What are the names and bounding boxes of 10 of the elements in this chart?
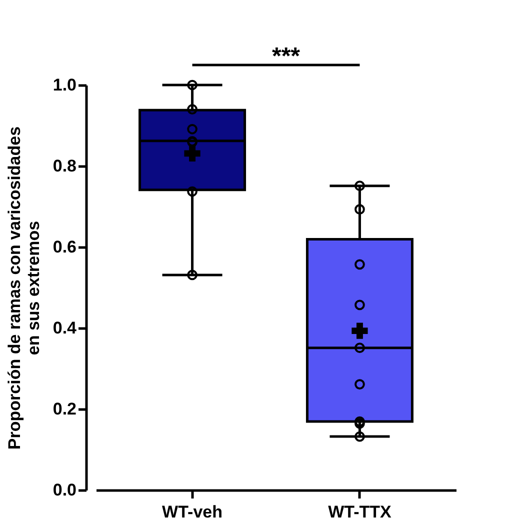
- y-tick-label: 0.6: [52, 238, 76, 256]
- x-tick-label: WT-TTX: [328, 502, 392, 521]
- text: ***: [272, 43, 301, 70]
- y-axis-title: Proporción de ramas con varicosidades en sus extremos: [4, 126, 43, 450]
- y-tick-label: 0.2: [52, 400, 76, 418]
- y-tick-label: 0.0: [52, 480, 76, 500]
- x-tick-label: WT-veh: [162, 502, 223, 521]
- y-tick-label: 1.0: [52, 76, 76, 94]
- y-tick-label: 0.8: [52, 156, 76, 176]
- y-tick-label: 0.4: [52, 318, 78, 338]
